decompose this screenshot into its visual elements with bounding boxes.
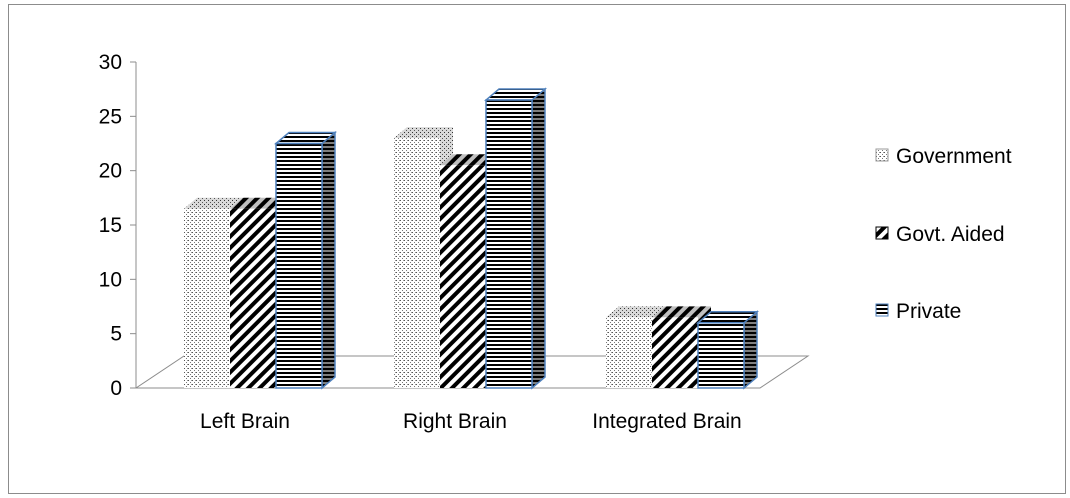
- bar: [273, 130, 338, 390]
- bar-front: [440, 165, 486, 388]
- y-tick-label: 20: [99, 160, 122, 183]
- y-tick-label: 10: [99, 268, 122, 291]
- y-tick-label: 25: [99, 105, 122, 128]
- bars-layer: [184, 87, 760, 390]
- legend-label: Government: [896, 145, 1012, 168]
- bar-front: [485, 99, 533, 389]
- bar-top: [184, 197, 243, 209]
- labels-layer: 0 5 10 15 20 25 30 Left Brain Right Brain Integra…: [99, 51, 742, 433]
- bar-front: [394, 138, 440, 388]
- bar-top: [440, 154, 499, 166]
- legend-swatch: [875, 303, 889, 317]
- bar-front: [606, 317, 652, 388]
- legend: Government Govt. Aided Private: [875, 145, 1012, 323]
- x-tick-label: Right Brain: [403, 410, 507, 433]
- legend-swatch: [875, 226, 889, 240]
- legend-swatch: [875, 148, 889, 162]
- y-tick-label: 0: [110, 377, 122, 400]
- bar: [695, 310, 760, 390]
- bar-front: [184, 208, 230, 388]
- bar-side: [321, 130, 336, 390]
- y-tick-label: 30: [99, 51, 122, 74]
- bar-side: [743, 310, 758, 390]
- bar-top: [606, 306, 665, 318]
- legend-label: Govt. Aided: [896, 223, 1005, 246]
- bar-front: [230, 208, 276, 388]
- bar-front: [697, 322, 745, 389]
- bar: [483, 87, 548, 390]
- bar-front: [275, 142, 323, 389]
- x-tick-label: Left Brain: [200, 410, 290, 433]
- x-tick-label: Integrated Brain: [592, 410, 741, 433]
- bar-top: [652, 306, 711, 318]
- y-tick-label: 15: [99, 214, 122, 237]
- bar-side: [531, 87, 546, 390]
- bar-top: [394, 127, 453, 139]
- y-tick-label: 5: [110, 323, 122, 346]
- legend-label: Private: [896, 300, 961, 323]
- bar-front: [652, 317, 698, 388]
- bar-top: [230, 197, 289, 209]
